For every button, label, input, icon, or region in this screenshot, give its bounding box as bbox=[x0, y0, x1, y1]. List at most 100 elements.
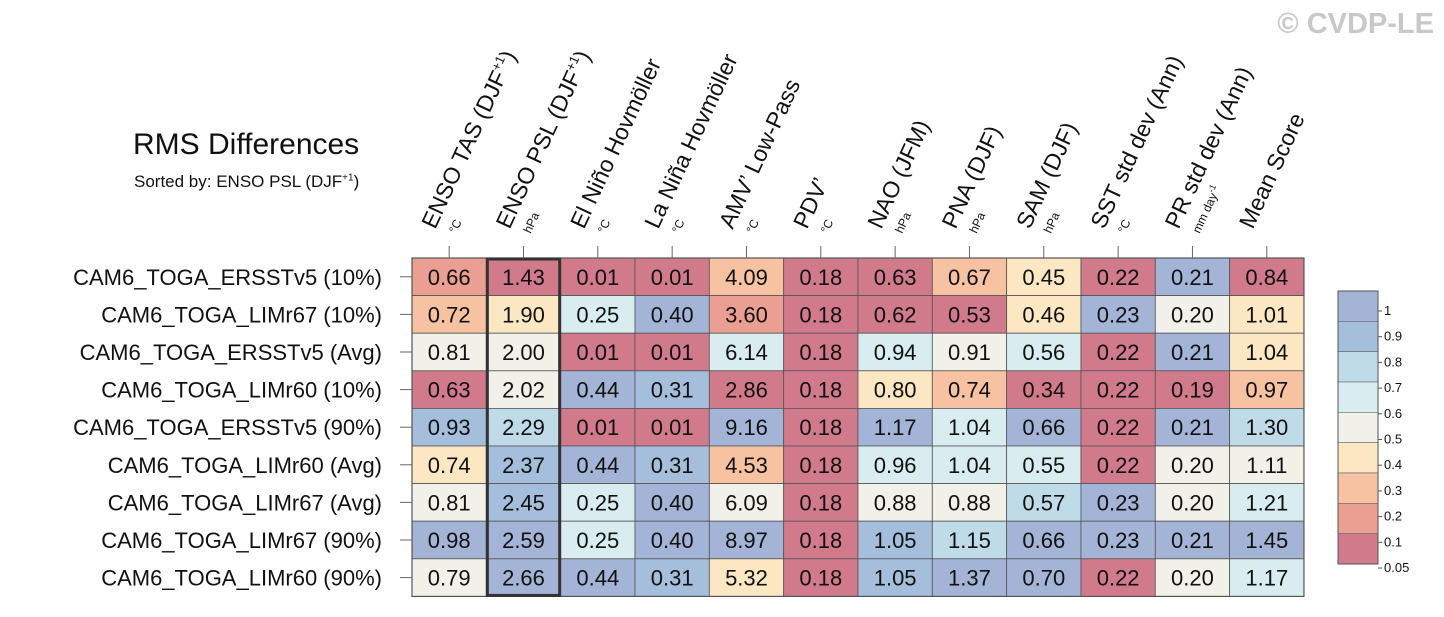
cell-value: 0.01 bbox=[576, 340, 619, 365]
cell-value: 0.40 bbox=[651, 528, 694, 553]
heatmap-cell bbox=[1229, 445, 1305, 484]
legend-label: 0.9 bbox=[1384, 329, 1402, 344]
column-unit: °C bbox=[595, 217, 614, 235]
row-label: CAM6_TOGA_LIMr60 (Avg) bbox=[108, 453, 382, 478]
heatmap-cell bbox=[1080, 520, 1156, 560]
heatmap-cell bbox=[931, 407, 1008, 447]
heatmap-cell bbox=[1080, 257, 1156, 296]
cell-value: 0.97 bbox=[1245, 378, 1288, 403]
heatmap-cell bbox=[1080, 483, 1156, 522]
heatmap-cell bbox=[1229, 407, 1305, 447]
heatmap-cell bbox=[634, 558, 710, 597]
subtitle-text: Sorted by: ENSO PSL (DJF bbox=[134, 172, 343, 191]
column-unit: °C bbox=[818, 217, 837, 235]
heatmap-cell bbox=[1154, 483, 1231, 522]
heatmap-cell bbox=[857, 445, 933, 484]
heatmap-cell bbox=[1080, 558, 1156, 597]
heatmap-cell bbox=[1154, 295, 1231, 334]
cell-value: 0.18 bbox=[799, 490, 842, 515]
heatmap-cell bbox=[560, 445, 636, 484]
cell-value: 0.81 bbox=[428, 490, 471, 515]
cell-value: 0.46 bbox=[1022, 302, 1065, 327]
cell-value: 1.37 bbox=[948, 566, 991, 591]
cell-value: 2.02 bbox=[502, 378, 545, 403]
cell-value: 0.66 bbox=[1022, 528, 1065, 553]
cell-value: 0.40 bbox=[651, 302, 694, 327]
cell-value: 1.30 bbox=[1245, 415, 1288, 440]
row-label: CAM6_TOGA_LIMr67 (90%) bbox=[101, 528, 382, 553]
heatmap-cell bbox=[560, 370, 636, 409]
cell-value: 1.05 bbox=[874, 566, 917, 591]
heatmap-cell bbox=[1154, 520, 1231, 560]
cell-value: 0.01 bbox=[576, 415, 619, 440]
row-label: CAM6_TOGA_ERSSTv5 (90%) bbox=[73, 415, 382, 440]
heatmap-cell bbox=[485, 257, 562, 296]
cell-value: 0.31 bbox=[651, 378, 694, 403]
legend-swatch bbox=[1337, 290, 1379, 322]
heatmap-cell bbox=[931, 370, 1008, 409]
heatmap-cell bbox=[783, 295, 859, 334]
cell-value: 0.18 bbox=[799, 528, 842, 553]
heatmap-cell bbox=[708, 520, 785, 560]
heatmap-cell bbox=[783, 332, 859, 372]
legend-label: 0.3 bbox=[1384, 483, 1402, 498]
cell-value: 0.18 bbox=[799, 415, 842, 440]
cell-value: 0.22 bbox=[1097, 453, 1140, 478]
cell-value: 0.21 bbox=[1171, 265, 1214, 290]
cell-value: 0.22 bbox=[1097, 340, 1140, 365]
cell-value: 0.80 bbox=[874, 378, 917, 403]
cell-value: 0.25 bbox=[576, 302, 619, 327]
legend-label: 0.8 bbox=[1384, 354, 1402, 369]
cell-value: 0.22 bbox=[1097, 415, 1140, 440]
heatmap-cell bbox=[1229, 370, 1305, 409]
cell-value: 1.05 bbox=[874, 528, 917, 553]
heatmap-cell bbox=[634, 520, 710, 560]
cell-value: 1.43 bbox=[502, 265, 545, 290]
cell-value: 1.04 bbox=[948, 453, 991, 478]
heatmap-cell bbox=[1229, 332, 1305, 372]
heatmap-cell bbox=[1154, 257, 1231, 296]
heatmap-cell bbox=[1229, 295, 1305, 334]
cell-value: 0.70 bbox=[1022, 566, 1065, 591]
heatmap-cell bbox=[485, 332, 562, 372]
heatmap-cell bbox=[1154, 445, 1231, 484]
cell-value: 0.20 bbox=[1171, 453, 1214, 478]
column-unit: °C bbox=[446, 217, 465, 235]
cell-value: 5.32 bbox=[725, 566, 768, 591]
legend-swatch bbox=[1337, 533, 1379, 565]
heatmap-cell bbox=[1080, 332, 1156, 372]
heatmap-cell bbox=[857, 370, 933, 409]
heatmap-cell bbox=[783, 445, 859, 484]
heatmap-cell bbox=[485, 445, 562, 484]
cell-value: 0.20 bbox=[1171, 490, 1214, 515]
legend-label: 0.5 bbox=[1384, 432, 1402, 447]
cell-value: 0.23 bbox=[1097, 490, 1140, 515]
cell-value: 1.04 bbox=[948, 415, 991, 440]
heatmap-cell bbox=[1080, 370, 1156, 409]
cell-value: 6.14 bbox=[725, 340, 768, 365]
legend-swatch bbox=[1337, 472, 1379, 504]
cell-value: 0.56 bbox=[1022, 340, 1065, 365]
cell-value: 0.72 bbox=[428, 302, 471, 327]
cell-value: 0.98 bbox=[428, 528, 471, 553]
legend-label: 0.05 bbox=[1384, 560, 1409, 575]
cell-value: 0.18 bbox=[799, 302, 842, 327]
row-label: CAM6_TOGA_LIMr60 (90%) bbox=[101, 566, 382, 591]
cell-value: 2.86 bbox=[725, 378, 768, 403]
legend-swatch bbox=[1337, 351, 1379, 383]
cell-value: 1.17 bbox=[1245, 566, 1288, 591]
cell-value: 0.84 bbox=[1245, 265, 1288, 290]
cell-value: 0.44 bbox=[576, 453, 619, 478]
heatmap-cell bbox=[857, 295, 933, 334]
subtitle-sup: +1 bbox=[342, 172, 354, 184]
cell-value: 0.18 bbox=[799, 566, 842, 591]
column-unit: °C bbox=[669, 217, 688, 235]
cell-value: 0.25 bbox=[576, 528, 619, 553]
heatmap-cell bbox=[1080, 407, 1156, 447]
legend-label: 0.6 bbox=[1384, 406, 1402, 421]
cell-value: 0.74 bbox=[948, 378, 991, 403]
cell-value: 9.16 bbox=[725, 415, 768, 440]
cell-value: 0.22 bbox=[1097, 265, 1140, 290]
heatmap-cell bbox=[1229, 483, 1305, 522]
cell-value: 0.18 bbox=[799, 340, 842, 365]
